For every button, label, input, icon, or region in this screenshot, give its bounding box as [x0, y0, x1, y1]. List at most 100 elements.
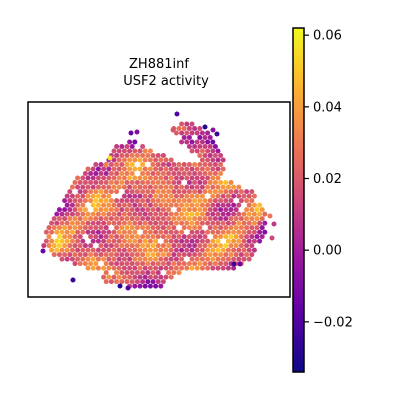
- tissue-spot: [186, 135, 192, 140]
- tissue-spot: [158, 283, 164, 289]
- tissue-spot: [155, 162, 161, 167]
- tissue-spot: [160, 252, 166, 258]
- tissue-spot: [140, 279, 146, 285]
- tissue-spot: [62, 216, 68, 222]
- tissue-spot: [212, 162, 218, 167]
- tissue-spot: [194, 211, 200, 217]
- tissue-spot: [95, 220, 101, 226]
- tissue-spot: [137, 166, 143, 172]
- tissue-spot: [246, 193, 252, 199]
- tissue-spot: [80, 202, 86, 208]
- tissue-spot: [166, 243, 172, 249]
- tissue-spot: [140, 252, 146, 258]
- tissue-spot: [121, 274, 127, 280]
- tissue-spot: [163, 193, 169, 199]
- tissue-spot: [85, 193, 91, 199]
- tissue-spot: [85, 175, 91, 181]
- tissue-spot: [163, 265, 169, 271]
- tissue-spot: [233, 234, 239, 240]
- tissue-spot: [189, 193, 195, 199]
- tissue-spot: [155, 252, 161, 258]
- tissue-spot: [132, 229, 138, 235]
- tissue-spot: [220, 157, 226, 163]
- tissue-spot: [95, 238, 101, 244]
- tissue-spot: [215, 229, 221, 235]
- tissue-spot: [207, 252, 213, 258]
- tissue-spot: [62, 207, 68, 213]
- tissue-spot: [192, 234, 198, 240]
- tissue-spot: [142, 202, 148, 208]
- tissue-spot: [249, 216, 255, 222]
- tissue-spot: [228, 216, 234, 222]
- tissue-spot: [132, 211, 138, 217]
- tissue-spot: [108, 216, 114, 222]
- tissue-spot: [246, 202, 252, 208]
- tissue-spot: [163, 220, 169, 226]
- tissue-spot: [223, 207, 229, 213]
- tissue-spot: [218, 207, 224, 213]
- tissue-spot: [186, 144, 192, 149]
- tissue-spot: [137, 148, 143, 154]
- tissue-spot: [67, 189, 73, 195]
- tissue-spot: [207, 225, 213, 231]
- tissue-spot: [142, 238, 148, 244]
- tissue-spot: [127, 202, 133, 208]
- tissue-spot: [168, 193, 174, 199]
- tissue-spot: [168, 256, 174, 262]
- tissue-spot: [181, 243, 187, 249]
- tissue-spot: [98, 234, 104, 240]
- tissue-spot: [111, 238, 117, 244]
- tissue-spot: [77, 189, 83, 195]
- tissue-spot: [56, 216, 62, 222]
- tissue-spot: [59, 256, 65, 262]
- tissue-spot: [134, 189, 140, 195]
- tissue-spot: [210, 139, 216, 145]
- tissue-spot: [124, 180, 130, 185]
- tissue-spot: [220, 166, 226, 172]
- tissue-spot: [207, 153, 213, 158]
- tissue-spot: [173, 238, 179, 244]
- tissue-spot: [173, 184, 179, 190]
- tissue-spot: [223, 180, 229, 185]
- tissue-spot: [212, 189, 218, 195]
- tissue-spot: [77, 234, 83, 240]
- tissue-spot: [103, 189, 109, 195]
- tissue-spot: [75, 202, 81, 208]
- tissue-spot: [179, 166, 185, 172]
- tissue-spot: [249, 198, 255, 204]
- tissue-spot: [244, 234, 250, 240]
- colorbar-tick-label: 0.06: [313, 29, 342, 44]
- tissue-spot: [145, 225, 151, 231]
- tissue-spot: [59, 211, 65, 217]
- tissue-spot: [150, 171, 156, 176]
- tissue-spot: [111, 202, 117, 208]
- tissue-spot: [116, 220, 122, 226]
- tissue-spot: [171, 198, 177, 204]
- tissue-spot: [67, 216, 73, 222]
- tissue-spot: [116, 157, 122, 163]
- tissue-spot: [171, 180, 177, 185]
- tissue-spot: [181, 135, 187, 140]
- tissue-spot: [189, 256, 195, 262]
- tissue-spot: [254, 234, 260, 240]
- tissue-spot: [228, 207, 234, 213]
- tissue-spot: [85, 211, 91, 217]
- tissue-spot: [142, 193, 148, 199]
- tissue-spot: [114, 162, 120, 167]
- tissue-spot: [210, 166, 216, 172]
- colorbar: [292, 27, 305, 373]
- tissue-spot: [114, 216, 120, 222]
- tissue-spot: [106, 193, 112, 199]
- tissue-spot: [49, 238, 55, 244]
- tissue-spot: [137, 175, 143, 181]
- tissue-spot: [176, 261, 182, 267]
- tissue-spot: [140, 270, 146, 276]
- tissue-spot: [238, 225, 244, 231]
- tissue-spot: [189, 238, 195, 244]
- tissue-spot: [158, 166, 164, 172]
- tissue-spot: [114, 225, 120, 231]
- tissue-spot: [199, 130, 205, 136]
- tissue-spot: [269, 235, 275, 241]
- tissue-spot: [194, 220, 200, 226]
- tissue-spot: [140, 198, 146, 204]
